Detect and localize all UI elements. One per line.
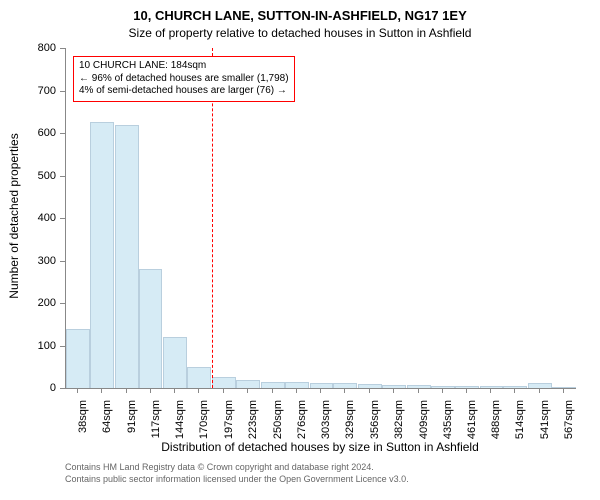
annotation-line: 10 CHURCH LANE: 184sqm (79, 60, 289, 73)
x-tick-mark (77, 388, 78, 393)
x-tick-mark (418, 388, 419, 393)
x-tick-mark (563, 388, 564, 393)
x-tick-mark (514, 388, 515, 393)
y-tick-mark (60, 303, 65, 304)
x-tick-mark (126, 388, 127, 393)
histogram-bar (212, 377, 236, 388)
chart-title: 10, CHURCH LANE, SUTTON-IN-ASHFIELD, NG1… (0, 8, 600, 23)
histogram-bar (90, 122, 114, 388)
x-tick-mark (369, 388, 370, 393)
x-tick-mark (466, 388, 467, 393)
x-tick-mark (174, 388, 175, 393)
x-tick-mark (320, 388, 321, 393)
histogram-bar (163, 337, 187, 388)
y-tick-mark (60, 176, 65, 177)
y-tick-mark (60, 261, 65, 262)
x-tick-mark (393, 388, 394, 393)
y-tick-mark (60, 346, 65, 347)
chart-subtitle: Size of property relative to detached ho… (0, 26, 600, 40)
x-tick-mark (272, 388, 273, 393)
x-tick-mark (539, 388, 540, 393)
y-tick-mark (60, 388, 65, 389)
x-tick-mark (344, 388, 345, 393)
footer-attribution: Contains HM Land Registry data © Crown c… (65, 462, 409, 485)
footer-line: Contains public sector information licen… (65, 474, 409, 486)
histogram-bar (66, 329, 90, 389)
x-tick-mark (442, 388, 443, 393)
x-tick-mark (296, 388, 297, 393)
y-tick-mark (60, 218, 65, 219)
annotation-box: 10 CHURCH LANE: 184sqm← 96% of detached … (73, 56, 295, 102)
x-tick-mark (198, 388, 199, 393)
x-tick-mark (101, 388, 102, 393)
y-tick-mark (60, 48, 65, 49)
x-tick-mark (247, 388, 248, 393)
histogram-bar (236, 380, 260, 389)
footer-line: Contains HM Land Registry data © Crown c… (65, 462, 409, 474)
x-tick-mark (150, 388, 151, 393)
y-tick-mark (60, 133, 65, 134)
annotation-line: ← 96% of detached houses are smaller (1,… (79, 73, 289, 86)
x-axis-label: Distribution of detached houses by size … (65, 440, 575, 454)
x-tick-mark (490, 388, 491, 393)
histogram-bar (115, 125, 139, 389)
x-tick-mark (223, 388, 224, 393)
annotation-line: 4% of semi-detached houses are larger (7… (79, 85, 289, 98)
y-tick-mark (60, 91, 65, 92)
histogram-bar (187, 367, 211, 388)
y-axis-label: Number of detached properties (7, 46, 21, 386)
histogram-bar (139, 269, 163, 388)
